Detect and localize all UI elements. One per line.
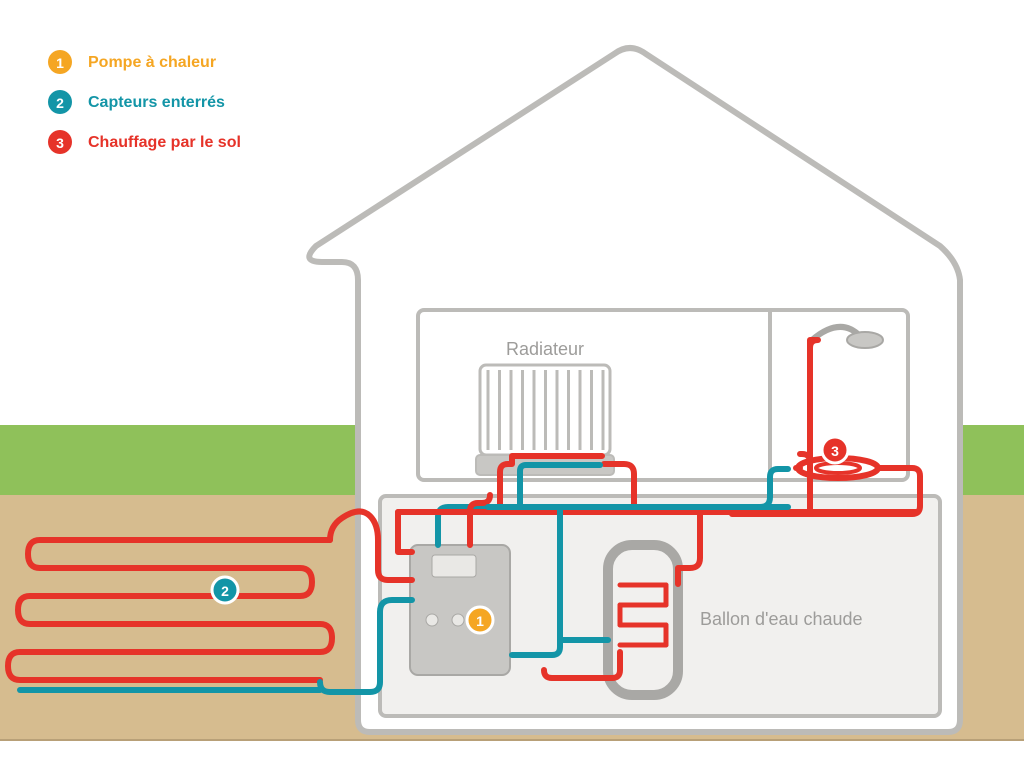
red-to-shower: [810, 340, 812, 348]
radiator-label: Radiateur: [506, 339, 584, 359]
badge-1: 1: [467, 607, 493, 633]
legend-badge-3: 3: [56, 135, 64, 151]
legend-label-3: Chauffage par le sol: [88, 134, 241, 151]
boiler-label: Ballon d'eau chaude: [700, 609, 863, 629]
heat-pump-unit: [410, 545, 510, 675]
badge-3-number: 3: [831, 443, 839, 459]
legend-label-2: Capteurs enterrés: [88, 94, 225, 111]
heat-pump-diagram: Radiateur Ballon d'eau chaude 1 2 3 1 Pompe à …: [0, 0, 1024, 768]
badge-3: 3: [822, 437, 848, 463]
legend-badge-1: 1: [56, 55, 64, 71]
badge-2-number: 2: [221, 583, 229, 599]
legend-label-1: Pompe à chaleur: [88, 54, 216, 71]
badge-1-number: 1: [476, 613, 484, 629]
legend-badge-2: 2: [56, 95, 64, 111]
badge-2: 2: [212, 577, 238, 603]
